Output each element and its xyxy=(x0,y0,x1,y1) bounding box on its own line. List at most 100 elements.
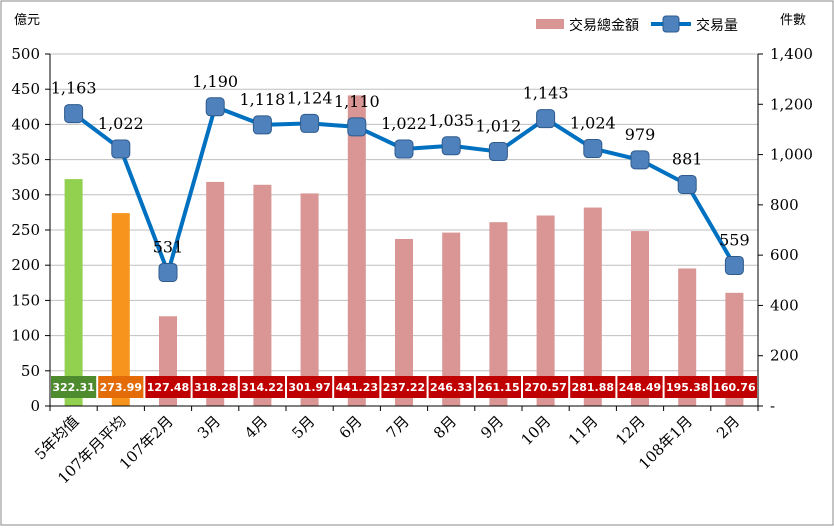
bar-value-label: 261.15 xyxy=(477,381,519,394)
legend-bar-label: 交易總金額 xyxy=(569,17,639,34)
bar xyxy=(489,222,508,406)
right-axis-tick-label: 200 xyxy=(770,347,799,365)
right-axis-unit: 件數 xyxy=(780,13,806,28)
right-axis-tick-label: - xyxy=(770,397,775,415)
bar-value-label: 273.99 xyxy=(100,381,142,394)
bar-value-box xyxy=(711,376,757,398)
bar-value-box xyxy=(334,376,380,398)
bar-value-box xyxy=(570,376,616,398)
right-axis-tick-label: 400 xyxy=(770,296,799,314)
legend-line-marker xyxy=(662,15,680,33)
left-axis-tick-label: 200 xyxy=(11,256,40,274)
bar-value-label: 441.23 xyxy=(336,381,378,394)
volume-value-label: 1,022 xyxy=(381,114,427,133)
right-axis-tick-label: 1,400 xyxy=(770,45,813,63)
volume-marker xyxy=(64,104,84,124)
volume-marker xyxy=(300,113,320,133)
volume-marker xyxy=(724,255,744,275)
bar-value-box xyxy=(664,376,710,398)
volume-value-label: 559 xyxy=(719,230,750,249)
volume-marker xyxy=(347,117,367,137)
bar-value-label: 314.22 xyxy=(241,381,283,394)
bar-value-box xyxy=(475,376,521,398)
volume-value-label: 1,035 xyxy=(428,111,474,130)
bar-value-label: 270.57 xyxy=(524,381,566,394)
bar xyxy=(536,215,555,406)
left-axis-tick-label: 400 xyxy=(11,115,40,133)
volume-value-label: 1,190 xyxy=(192,72,238,91)
legend-bar-swatch xyxy=(536,19,564,29)
volume-value-label: 531 xyxy=(153,237,184,256)
bar xyxy=(395,238,413,406)
bar xyxy=(206,181,225,406)
right-axis-tick-label: 600 xyxy=(770,246,799,264)
bar xyxy=(111,213,130,406)
left-axis-tick-label: 350 xyxy=(11,151,40,169)
bar-value-label: 318.28 xyxy=(194,381,236,394)
left-axis-unit: 億元 xyxy=(14,12,40,28)
volume-marker xyxy=(630,150,650,170)
volume-value-label: 1,124 xyxy=(287,88,333,107)
volume-marker xyxy=(111,139,131,159)
left-axis-tick-label: 300 xyxy=(11,186,40,204)
bar-value-box xyxy=(145,376,191,398)
bar-value-box xyxy=(381,376,427,398)
bar-value-box xyxy=(287,376,333,398)
bar xyxy=(347,95,366,406)
bar xyxy=(64,179,83,406)
left-axis-tick-label: 450 xyxy=(11,80,40,98)
bar xyxy=(442,232,461,406)
left-axis-tick-label: 250 xyxy=(11,221,40,239)
bar-value-box xyxy=(428,376,474,398)
right-axis-tick-label: 1,200 xyxy=(770,95,813,113)
left-axis-tick-label: 100 xyxy=(11,327,40,345)
bar-value-label: 237.22 xyxy=(383,381,425,394)
legend: 交易總金額 交易量 xyxy=(536,15,738,34)
bar xyxy=(631,231,649,406)
bar-value-label: 248.49 xyxy=(619,381,661,394)
volume-marker xyxy=(205,97,225,117)
volume-marker xyxy=(536,109,556,129)
bar-value-box xyxy=(98,376,144,398)
bar-value-label: 281.88 xyxy=(572,381,614,394)
volume-value-label: 881 xyxy=(672,149,703,168)
volume-value-label: 1,143 xyxy=(523,84,569,103)
bar xyxy=(678,268,697,406)
bar-value-box xyxy=(523,376,569,398)
bar-value-label: 301.97 xyxy=(288,381,330,394)
volume-value-label: 979 xyxy=(625,125,656,144)
bar-value-box xyxy=(192,376,238,398)
left-axis-tick-label: 150 xyxy=(11,291,40,309)
bar xyxy=(253,184,272,406)
volume-value-label: 1,012 xyxy=(475,117,521,136)
right-axis-tick-label: 1,000 xyxy=(770,146,813,164)
bar-value-box xyxy=(51,376,97,398)
bar-value-label: 195.38 xyxy=(666,381,708,394)
volume-marker xyxy=(394,139,414,159)
volume-marker xyxy=(252,115,272,135)
bar-value-label: 160.76 xyxy=(713,381,756,394)
line-series xyxy=(64,97,744,282)
bar-value-label: 127.48 xyxy=(147,381,189,394)
volume-value-label: 1,163 xyxy=(51,79,97,98)
volume-value-label: 1,110 xyxy=(334,92,380,111)
bar-value-box xyxy=(239,376,285,398)
bar-value-box xyxy=(617,376,663,398)
volume-marker xyxy=(488,142,508,162)
volume-marker xyxy=(677,174,697,194)
bar xyxy=(300,193,319,406)
bar-value-label: 246.33 xyxy=(430,381,472,394)
volume-value-label: 1,022 xyxy=(98,114,144,133)
data-labels: 322.31 273.99 127.48 318.28 314.22 301.97 441.… xyxy=(51,72,757,398)
bar xyxy=(583,207,602,406)
right-axis-tick-label: 800 xyxy=(770,196,799,214)
volume-value-label: 1,118 xyxy=(239,90,285,109)
legend-line-label: 交易量 xyxy=(696,17,738,34)
left-axis-tick-label: 50 xyxy=(21,362,40,380)
bar-value-label: 322.31 xyxy=(52,381,94,394)
volume-value-label: 1,024 xyxy=(570,114,616,133)
volume-marker xyxy=(441,136,461,156)
